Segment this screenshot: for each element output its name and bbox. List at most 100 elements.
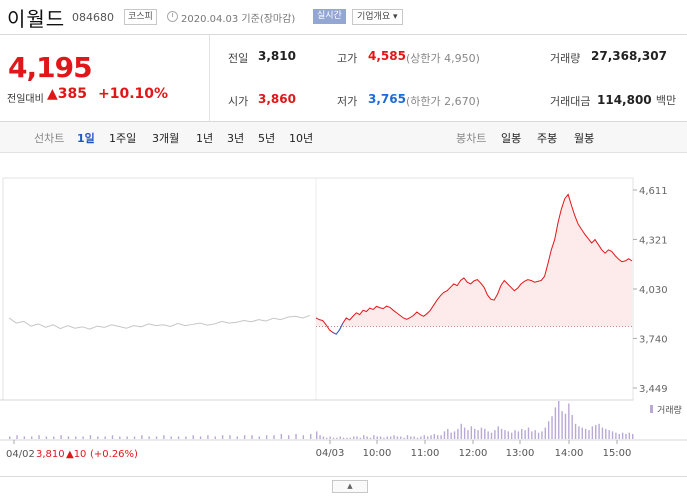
tab-line-chart[interactable]: 선차트 xyxy=(34,132,65,145)
stock-header: 이월드 084680 코스피 2020.04.03 기준(장마감) 실시간 기업… xyxy=(0,0,687,35)
collapse-chart-button[interactable]: ▲ xyxy=(332,480,368,493)
volume-bar xyxy=(574,423,577,439)
x-tick-label: 04/03 xyxy=(316,448,345,459)
volume-bar xyxy=(177,436,180,439)
stock-name: 이월드 xyxy=(7,7,66,31)
volume-bar xyxy=(126,436,128,439)
upper-limit: (상한가 4,950) xyxy=(406,52,480,65)
tab-monthly-candle[interactable]: 월봉 xyxy=(574,132,595,145)
volume-bar xyxy=(440,435,442,439)
volume-bar xyxy=(386,436,388,439)
volume-bar xyxy=(521,428,523,439)
volume-bar xyxy=(504,430,506,439)
price-fill-area xyxy=(316,194,632,327)
chart-tabs: 선차트 1일 1주일 3개월 1년 3년 5년 10년 봉차트 일봉 주봉 월봉 xyxy=(0,122,687,153)
volume-bar xyxy=(423,435,425,439)
volume-bar xyxy=(608,430,610,439)
tab-3year[interactable]: 3년 xyxy=(227,132,245,145)
amount-number: 114,800 xyxy=(597,93,652,107)
volume-bar xyxy=(23,436,26,439)
volume-bar xyxy=(356,436,358,439)
volume-bar xyxy=(534,430,536,439)
volume-bar xyxy=(302,435,305,439)
volume-bar xyxy=(554,407,557,439)
volume-bar xyxy=(500,428,503,439)
volume-legend-label: 거래량 xyxy=(657,404,682,416)
company-overview-dropdown[interactable]: 기업개요 ▾ xyxy=(352,9,403,25)
volume-bar xyxy=(332,437,335,439)
volume-bar xyxy=(236,436,238,439)
volume-bar xyxy=(265,435,268,439)
base-date: 2020.04.03 기준(장마감) xyxy=(181,14,296,25)
volume-bar xyxy=(119,436,121,439)
volume-bar xyxy=(53,436,55,439)
prev-close-value: 3,810 xyxy=(258,49,296,63)
high-value: 4,585 xyxy=(368,49,406,63)
tab-3month[interactable]: 3개월 xyxy=(152,132,180,145)
volume-bar xyxy=(199,436,202,439)
volume-bar xyxy=(537,432,540,439)
quote-panel: 4,195 전일대비 ▲385 +10.10% 전일 3,810 고가 4,58… xyxy=(0,35,687,122)
volume-bar xyxy=(170,436,172,439)
volume-bar xyxy=(322,436,325,439)
volume-legend-swatch xyxy=(650,405,653,413)
x-tick-label: 12:00 xyxy=(459,448,488,459)
y-tick-label: 4,611 xyxy=(639,186,668,197)
volume-bar xyxy=(373,435,375,439)
footer-change: ▲10 xyxy=(66,449,86,460)
current-price: 4,195 xyxy=(8,51,93,84)
tab-daily-candle[interactable]: 일봉 xyxy=(501,132,522,145)
y-tick-label: 4,030 xyxy=(639,285,668,296)
tab-5year[interactable]: 5년 xyxy=(258,132,276,145)
volume-bar xyxy=(598,423,600,439)
volume-bar xyxy=(326,437,328,439)
volume-bar xyxy=(450,432,452,439)
volume-bar xyxy=(352,436,355,439)
volume-bar xyxy=(273,435,275,439)
y-axis-ticks: 4,611 4,321 4,030 3,740 3,449 xyxy=(633,186,668,395)
volume-bar xyxy=(400,436,402,439)
tab-weekly-candle[interactable]: 주봉 xyxy=(537,132,558,145)
volume-bar xyxy=(207,435,209,439)
footer-close: 3,810 xyxy=(36,449,65,460)
amount-value: 114,800 백만 xyxy=(597,92,676,108)
volume-bar xyxy=(376,436,378,439)
price-chart[interactable]: 4,611 4,321 4,030 3,740 3,449 04/03 10:00 11:0… xyxy=(0,153,687,475)
y-tick-label: 3,740 xyxy=(639,334,668,345)
volume-bar xyxy=(510,432,513,439)
volume-bar xyxy=(366,436,368,439)
volume-bar xyxy=(243,435,246,439)
volume-bar xyxy=(625,433,627,439)
tab-10year[interactable]: 10년 xyxy=(289,132,314,145)
volume-bar xyxy=(163,435,165,439)
quote-divider xyxy=(209,35,210,121)
tab-candle-chart[interactable]: 봉차트 xyxy=(456,132,487,145)
volume-bar xyxy=(192,435,194,439)
volume-bar xyxy=(497,426,499,439)
volume-bar xyxy=(342,437,345,439)
volume-bar xyxy=(406,435,409,439)
tab-1day[interactable]: 1일 xyxy=(77,132,95,145)
volume-bar xyxy=(416,437,419,439)
volume-bar xyxy=(564,413,567,439)
prev-close-label: 전일 xyxy=(228,52,249,65)
volume-bar xyxy=(628,432,631,439)
volume-bar xyxy=(591,426,594,439)
volume-bar xyxy=(185,436,187,439)
tab-1week[interactable]: 1주일 xyxy=(109,132,137,145)
volume-bar xyxy=(467,430,469,439)
volume-bar xyxy=(45,436,48,439)
volume-bar xyxy=(389,436,392,439)
volume-bar xyxy=(621,432,624,439)
volume-bar xyxy=(527,427,530,439)
volume-bar xyxy=(578,426,580,439)
volume-bar xyxy=(611,431,614,439)
change-percent: +10.10% xyxy=(98,86,169,102)
volume-bar xyxy=(379,436,382,439)
below-prev-close-line xyxy=(332,322,344,335)
volume-bar xyxy=(588,430,590,439)
realtime-button[interactable]: 실시간 xyxy=(313,9,346,24)
tab-1year[interactable]: 1년 xyxy=(196,132,214,145)
volume-bar xyxy=(359,437,362,439)
volume-bar xyxy=(111,435,114,439)
